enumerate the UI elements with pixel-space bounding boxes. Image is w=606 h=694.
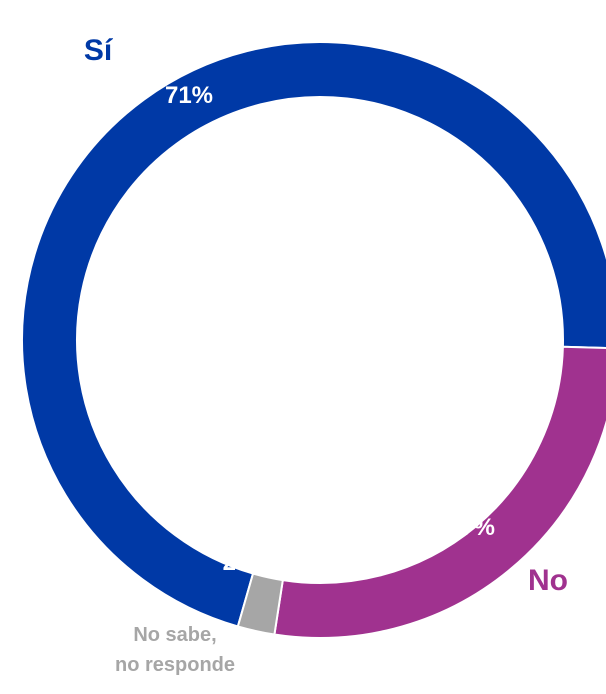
data-label-no: 27%: [447, 514, 495, 541]
data-label-ns-nr: 2%: [223, 549, 258, 576]
category-label-si: Sí: [84, 34, 114, 67]
category-label-ns-nr-line1: No sabe,: [133, 624, 216, 646]
slice-si: [21, 41, 606, 628]
category-label-no: No: [528, 564, 568, 597]
donut-slices: [21, 41, 606, 639]
category-label-ns-nr-line2: no responde: [115, 654, 235, 676]
slice-ns-nr: [236, 572, 284, 636]
data-label-si: 71%: [165, 82, 213, 109]
